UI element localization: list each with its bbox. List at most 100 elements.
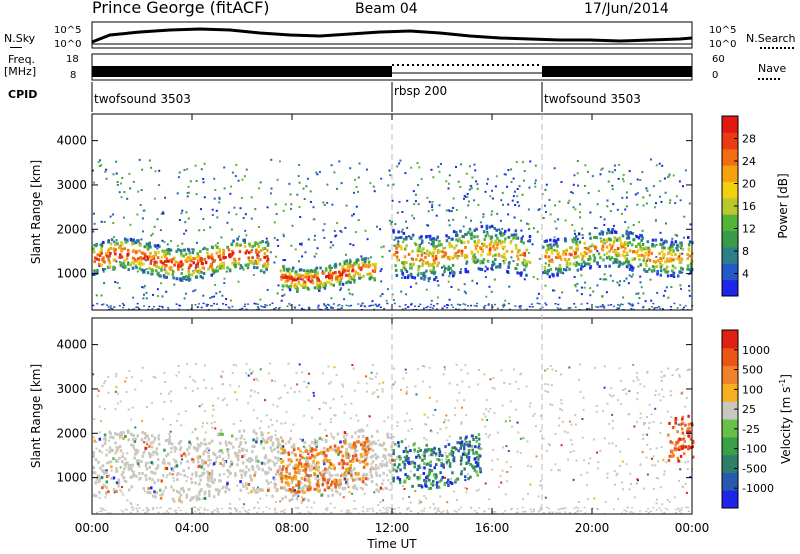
echo-cell [251, 465, 255, 469]
echo-cell [680, 266, 683, 270]
echo-cell [344, 437, 347, 441]
echo-cell [447, 236, 451, 240]
echo-cell [458, 237, 461, 241]
echo-cell [487, 304, 490, 306]
echo-cell [158, 434, 161, 436]
echo-cell [216, 303, 218, 305]
echo-cell [659, 486, 662, 489]
echo-cell [622, 296, 625, 299]
echo-cell [326, 183, 329, 186]
echo-cell [372, 185, 375, 188]
echo-cell [593, 235, 596, 239]
echo-cell [484, 425, 487, 428]
echo-cell [276, 405, 279, 408]
echo-cell [536, 230, 539, 233]
echo-cell [142, 230, 144, 233]
echo-cell [143, 256, 146, 260]
echo-cell [146, 490, 149, 494]
echo-cell [140, 257, 144, 261]
echo-cell [428, 251, 431, 255]
echo-cell [323, 223, 326, 226]
echo-cell [218, 197, 221, 200]
echo-cell [167, 462, 170, 465]
echo-cell [553, 167, 556, 170]
echo-cell [677, 255, 681, 259]
echo-cell [152, 506, 155, 509]
echo-cell [162, 212, 165, 215]
echo-cell [271, 460, 274, 463]
echo-cell [296, 466, 300, 469]
echo-cell [688, 254, 691, 258]
echo-cell [172, 276, 175, 280]
echo-cell [245, 168, 248, 171]
echo-cell [596, 203, 599, 206]
echo-cell [118, 287, 121, 289]
echo-cell [331, 266, 333, 269]
echo-cell [349, 275, 352, 279]
echo-cell [218, 449, 221, 453]
echo-cell [371, 263, 375, 266]
echo-cell [559, 267, 563, 271]
echo-cell [369, 470, 372, 474]
echo-cell [378, 303, 381, 306]
echo-cell [674, 508, 677, 511]
echo-cell [625, 229, 628, 232]
echo-cell [280, 470, 284, 474]
echo-cell [213, 295, 216, 298]
echo-cell [244, 441, 247, 444]
echo-cell [571, 223, 574, 226]
echo-cell [452, 197, 455, 200]
echo-cell [216, 488, 219, 492]
echo-cell [476, 302, 479, 305]
echo-cell [491, 459, 494, 462]
echo-cell [405, 293, 408, 296]
echo-cell [664, 191, 667, 194]
echo-cell [466, 487, 468, 490]
echo-cell [330, 278, 333, 282]
echo-cell [446, 512, 449, 514]
echo-cell [93, 439, 96, 443]
echo-cell [620, 379, 623, 382]
echo-cell [247, 482, 251, 486]
echo-cell [516, 188, 519, 190]
echo-cell [140, 459, 143, 463]
echo-cell [323, 446, 326, 450]
echo-cell [659, 432, 662, 434]
echo-cell [464, 270, 468, 274]
echo-cell [116, 402, 119, 405]
echo-cell [267, 466, 271, 470]
echo-cell [115, 446, 118, 449]
echo-cell [373, 491, 376, 494]
echo-cell [361, 476, 365, 480]
echo-cell [108, 308, 111, 311]
echo-cell [267, 425, 270, 428]
echo-cell [441, 273, 445, 277]
echo-cell [206, 247, 209, 251]
echo-cell [185, 495, 188, 499]
echo-cell [210, 469, 214, 473]
echo-cell [397, 237, 400, 240]
echo-cell [457, 288, 460, 291]
echo-cell [381, 388, 384, 391]
echo-cell [107, 375, 110, 378]
echo-cell [364, 257, 367, 260]
echo-cell [300, 500, 304, 504]
echo-cell [340, 395, 343, 398]
echo-cell [554, 204, 557, 207]
echo-cell [158, 169, 161, 172]
echo-cell [586, 302, 589, 305]
echo-cell [671, 258, 675, 262]
nave-label: Nave [758, 62, 787, 75]
echo-cell [151, 272, 154, 276]
echo-cell [385, 461, 389, 465]
echo-cell [594, 227, 597, 229]
echo-cell [99, 243, 102, 246]
echo-cell [423, 423, 426, 426]
echo-cell [282, 264, 285, 268]
echo-cell [267, 242, 270, 246]
echo-cell [445, 457, 447, 460]
echo-cell [296, 512, 299, 514]
echo-cell [591, 175, 594, 178]
echo-cell [200, 270, 203, 274]
echo-cell [610, 395, 613, 398]
